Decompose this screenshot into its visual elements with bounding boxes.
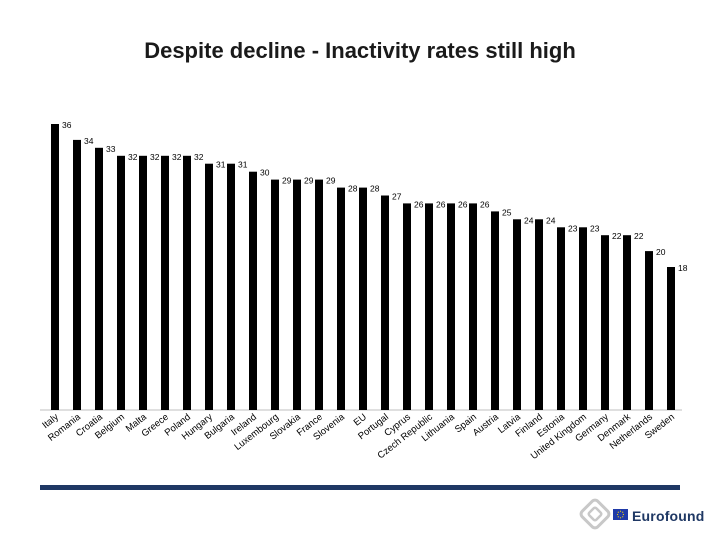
value-label: 30 xyxy=(260,168,270,178)
value-label: 29 xyxy=(326,176,336,186)
bar-greece xyxy=(161,155,169,410)
value-label: 22 xyxy=(634,231,644,241)
bar-eu xyxy=(359,187,367,410)
value-label: 36 xyxy=(62,120,72,130)
bar-netherlands xyxy=(645,251,653,410)
bar-ireland xyxy=(249,171,257,410)
bar-romania xyxy=(73,139,81,410)
bar-france xyxy=(315,179,323,410)
bar-hungary xyxy=(205,163,213,410)
value-label: 29 xyxy=(304,176,314,186)
value-label: 24 xyxy=(524,215,534,225)
bar-poland xyxy=(183,155,191,410)
bar-germany xyxy=(601,235,609,410)
bar-cyprus xyxy=(403,203,411,410)
value-label: 26 xyxy=(458,199,468,209)
value-label: 24 xyxy=(546,215,556,225)
bar-italy xyxy=(51,124,59,410)
eurofound-logo xyxy=(579,498,628,530)
bar-finland xyxy=(535,219,543,410)
bar-croatia xyxy=(95,147,103,411)
value-label: 25 xyxy=(502,207,512,217)
bar-denmark xyxy=(623,235,631,410)
value-label: 23 xyxy=(568,223,578,233)
bar-portugal xyxy=(381,195,389,410)
value-label: 32 xyxy=(194,152,204,162)
value-label: 34 xyxy=(84,136,94,146)
value-label: 26 xyxy=(436,199,446,209)
bar-luxembourg xyxy=(271,179,279,410)
bar-bulgaria xyxy=(227,163,235,410)
bar-lithuania xyxy=(447,203,455,410)
value-label: 22 xyxy=(612,231,622,241)
value-label: 26 xyxy=(414,199,424,209)
bar-latvia xyxy=(513,219,521,410)
value-label: 18 xyxy=(678,263,688,273)
bar-czech-republic xyxy=(425,203,433,410)
chart-title: Despite decline - Inactivity rates still… xyxy=(144,38,576,63)
bar-malta xyxy=(139,155,147,410)
bar-united-kingdom xyxy=(579,227,587,410)
value-label: 28 xyxy=(348,184,358,194)
value-label: 27 xyxy=(392,192,402,202)
value-label: 32 xyxy=(172,152,182,162)
value-label: 32 xyxy=(150,152,160,162)
value-label: 23 xyxy=(590,223,600,233)
bar-sweden xyxy=(667,267,675,410)
value-label: 31 xyxy=(238,160,248,170)
value-label: 31 xyxy=(216,160,226,170)
value-label: 26 xyxy=(480,199,490,209)
bar-slovenia xyxy=(337,187,345,410)
value-label: 28 xyxy=(370,184,380,194)
bar-spain xyxy=(469,203,477,410)
bar-belgium xyxy=(117,155,125,410)
brand-name: Eurofound xyxy=(632,508,705,524)
value-label: 20 xyxy=(656,247,666,257)
bar-austria xyxy=(491,211,499,410)
bar-estonia xyxy=(557,227,565,410)
value-label: 33 xyxy=(106,144,116,154)
value-label: 29 xyxy=(282,176,292,186)
value-label: 32 xyxy=(128,152,138,162)
category-label: Austria xyxy=(471,411,502,438)
footer-bar xyxy=(40,485,680,490)
bar-slovakia xyxy=(293,179,301,410)
